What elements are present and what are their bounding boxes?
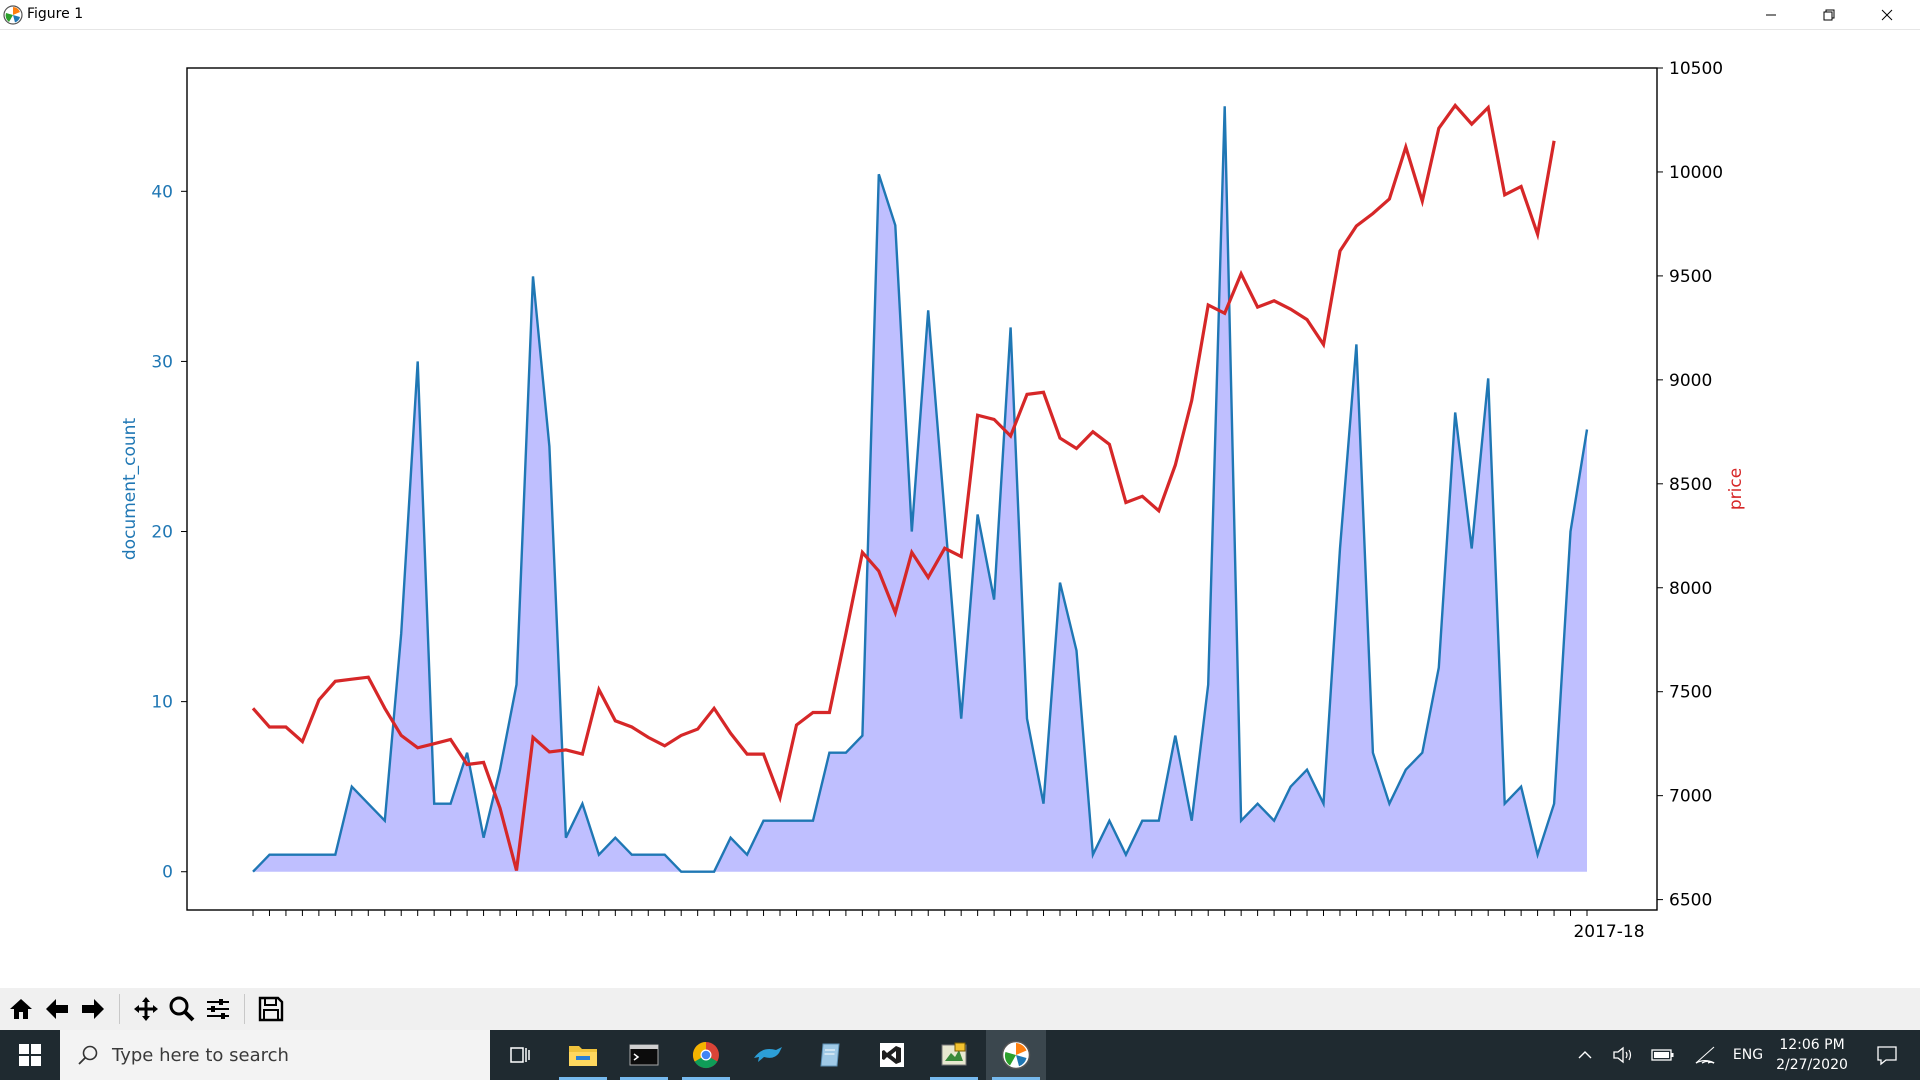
speaker-icon	[1613, 1046, 1632, 1064]
matplotlib-logo-icon	[3, 5, 23, 25]
zoom-button[interactable]	[165, 993, 199, 1025]
close-button[interactable]	[1858, 0, 1916, 29]
battery-icon	[1651, 1049, 1674, 1061]
clock-time: 12:06 PM	[1779, 1037, 1845, 1053]
right-y-tick-label: 9000	[1669, 371, 1712, 391]
price-line	[251, 102, 1556, 871]
window-titlebar: Figure 1	[0, 0, 1920, 30]
volume-button[interactable]	[1606, 1030, 1640, 1080]
taskbar-clock[interactable]: 12:06 PM 2/27/2020	[1762, 1035, 1862, 1075]
right-y-axis-label: price	[1726, 468, 1746, 510]
running-indicator	[992, 1077, 1040, 1080]
input-language-indicator[interactable]: ENG	[1732, 1047, 1764, 1063]
taskbar-app-notes[interactable]	[800, 1030, 860, 1080]
right-y-tick-label: 6500	[1669, 891, 1712, 911]
dolphin-icon	[754, 1047, 782, 1062]
task-view-icon	[510, 1047, 530, 1063]
matplotlib-app-icon	[1001, 1040, 1031, 1070]
toolbar-separator	[119, 994, 120, 1024]
running-indicator	[930, 1077, 978, 1080]
running-indicator	[682, 1077, 730, 1080]
right-y-tick-label: 7000	[1669, 787, 1712, 807]
taskbar-app-matplotlib-figure[interactable]	[986, 1030, 1046, 1080]
left-y-tick-label: 10	[151, 693, 173, 713]
save-icon	[258, 996, 284, 1022]
search-placeholder: Type here to search	[112, 1044, 289, 1066]
action-center-button[interactable]	[1862, 1030, 1912, 1080]
chrome-icon	[692, 1041, 719, 1069]
left-y-axis-ticks: 0 10 20 30 40	[151, 182, 187, 883]
dual-axis-chart: 0 10 20 30 40 6500 7000 7500 8000 8500 9000 9500 10…	[120, 59, 1746, 942]
document-count-area	[253, 106, 1587, 872]
show-hidden-icons-button[interactable]	[1570, 1030, 1600, 1080]
x-tick-label-last: 2017-18	[1573, 922, 1644, 942]
search-icon	[78, 1045, 98, 1065]
running-indicator	[620, 1077, 668, 1080]
right-y-tick-label: 9500	[1669, 267, 1712, 287]
restore-button[interactable]	[1800, 0, 1858, 29]
back-button[interactable]	[40, 993, 74, 1025]
taskbar-app-chrome[interactable]	[676, 1030, 736, 1080]
right-y-tick-label: 10500	[1669, 59, 1723, 79]
windows-logo-icon	[19, 1044, 41, 1066]
left-y-axis-label: document_count	[120, 418, 140, 561]
notes-app-icon	[820, 1043, 840, 1067]
save-button[interactable]	[254, 993, 288, 1025]
home-icon	[10, 999, 32, 1019]
taskbar-app-dolphin[interactable]	[738, 1030, 798, 1080]
configure-subplots-button[interactable]	[201, 993, 235, 1025]
window-title: Figure 1	[27, 6, 84, 22]
taskbar-app-terminal[interactable]	[614, 1030, 674, 1080]
taskbar-app-visual-studio[interactable]	[862, 1030, 922, 1080]
left-y-tick-label: 40	[151, 182, 173, 202]
taskbar-app-python-idle[interactable]	[924, 1030, 984, 1080]
close-icon	[1881, 9, 1893, 20]
taskbar-search-box[interactable]: Type here to search	[60, 1030, 490, 1080]
right-y-tick-label: 8500	[1669, 475, 1712, 495]
wifi-icon	[1695, 1046, 1715, 1064]
battery-button[interactable]	[1646, 1030, 1680, 1080]
network-button[interactable]	[1688, 1030, 1722, 1080]
python-idle-icon	[941, 1042, 967, 1066]
right-y-tick-label: 8000	[1669, 579, 1712, 599]
left-y-tick-label: 0	[162, 863, 173, 883]
start-button[interactable]	[0, 1030, 60, 1080]
os-taskbar: Type here to search	[0, 1030, 1920, 1080]
subplots-config-icon	[207, 999, 229, 1019]
pan-button[interactable]	[129, 993, 163, 1025]
minimize-icon	[1766, 14, 1776, 15]
document-count-line	[252, 106, 1589, 873]
taskbar-app-file-explorer[interactable]	[553, 1030, 613, 1080]
forward-arrow-icon	[82, 999, 104, 1019]
visual-studio-icon	[880, 1043, 904, 1067]
clock-date: 2/27/2020	[1776, 1057, 1848, 1073]
left-y-tick-label: 20	[151, 523, 173, 543]
chevron-up-icon	[1578, 1051, 1592, 1059]
file-explorer-icon	[569, 1046, 597, 1066]
restore-icon	[1823, 9, 1835, 20]
right-y-tick-label: 7500	[1669, 683, 1712, 703]
minimize-button[interactable]	[1742, 0, 1800, 29]
home-button[interactable]	[4, 993, 38, 1025]
document-count-fill	[253, 106, 1587, 872]
terminal-icon	[629, 1044, 659, 1066]
series-lines	[251, 102, 1589, 873]
pan-icon	[134, 997, 158, 1021]
forward-button[interactable]	[76, 993, 110, 1025]
running-indicator	[559, 1077, 607, 1080]
navigation-toolbar	[0, 988, 1920, 1030]
notification-icon	[1877, 1046, 1897, 1066]
right-y-tick-label: 10000	[1669, 163, 1723, 183]
plot-frame	[186, 67, 1658, 911]
task-view-button[interactable]	[490, 1030, 550, 1080]
x-axis-ticks	[252, 910, 1588, 916]
back-arrow-icon	[46, 999, 68, 1019]
zoom-icon	[169, 996, 195, 1022]
toolbar-separator	[244, 994, 245, 1024]
left-y-tick-label: 30	[151, 352, 173, 372]
figure-canvas: 0 10 20 30 40 6500 7000 7500 8000 8500 9000 9500 10…	[0, 30, 1920, 988]
right-y-axis-ticks: 6500 7000 7500 8000 8500 9000 9500 10000 10500	[1657, 59, 1723, 911]
